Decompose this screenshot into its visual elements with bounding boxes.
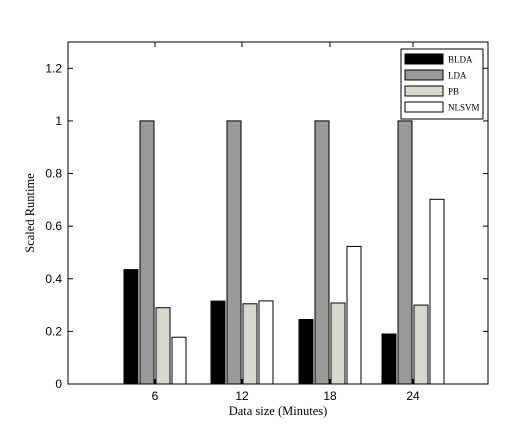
- y-tick-label: 0.4: [45, 272, 62, 286]
- legend-swatch-blda: [404, 53, 444, 65]
- plot-frame: [67, 41, 489, 385]
- bar-blda-12: [210, 300, 226, 385]
- bar-nlsvm-12: [258, 300, 274, 385]
- bars-layer: [123, 120, 445, 385]
- bar-pb-6: [155, 307, 171, 385]
- legend-swatch-pb: [404, 85, 444, 97]
- y-tick-label: 0.2: [45, 324, 62, 338]
- bar-blda-18: [298, 319, 314, 385]
- bar-pb-12: [242, 303, 258, 385]
- y-tick-label: 0.8: [45, 167, 62, 181]
- legend-swatch-lda: [404, 69, 444, 81]
- bar-nlsvm-18: [346, 245, 362, 385]
- bar-blda-24: [381, 333, 397, 385]
- y-tick-label: 1.2: [45, 61, 62, 75]
- legend-label-nlsvm: NLSVM: [448, 103, 480, 113]
- bar-blda-6: [123, 269, 139, 385]
- y-axis-title: Scaled Runtime: [23, 173, 37, 253]
- y-tick-label: 0.6: [45, 219, 62, 233]
- legend-swatch-nlsvm: [404, 101, 444, 113]
- bar-lda-24: [397, 120, 413, 385]
- x-tick-label: 12: [235, 389, 249, 403]
- legend: BLDA LDA PB NLSVM: [400, 48, 484, 120]
- legend-label-lda: LDA: [448, 71, 467, 81]
- y-axis: 0 0.2 0.4 0.6 0.8 1 1.2: [45, 61, 488, 391]
- bar-pb-18: [330, 302, 346, 385]
- bar-lda-18: [314, 120, 330, 385]
- x-tick-label: 18: [323, 389, 337, 403]
- legend-label-blda: BLDA: [448, 55, 473, 65]
- bar-nlsvm-6: [171, 336, 187, 385]
- x-tick-label: 6: [152, 389, 159, 403]
- x-axis: 6 12 18 24: [152, 42, 420, 403]
- x-tick-label: 24: [406, 389, 420, 403]
- y-tick-label: 1: [55, 114, 62, 128]
- bar-lda-6: [139, 120, 155, 385]
- bar-nlsvm-24: [429, 198, 445, 385]
- legend-label-pb: PB: [448, 87, 459, 97]
- bar-pb-24: [413, 304, 429, 385]
- bar-lda-12: [226, 120, 242, 385]
- y-tick-label: 0: [55, 377, 62, 391]
- x-axis-title: Data size (Minutes): [229, 404, 328, 418]
